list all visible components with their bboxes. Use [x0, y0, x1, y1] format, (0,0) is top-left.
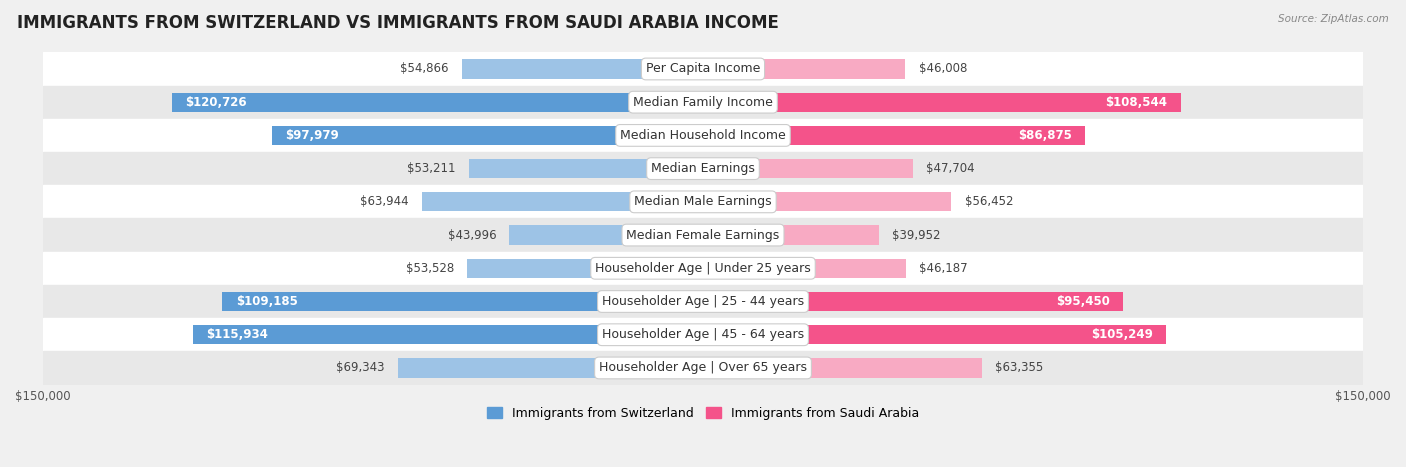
Bar	[468, 159, 703, 178]
Text: $63,355: $63,355	[995, 361, 1043, 375]
Text: $120,726: $120,726	[184, 96, 246, 109]
Bar	[42, 318, 1364, 351]
Bar	[703, 159, 912, 178]
Text: Householder Age | 25 - 44 years: Householder Age | 25 - 44 years	[602, 295, 804, 308]
Text: Per Capita Income: Per Capita Income	[645, 63, 761, 76]
Text: $97,979: $97,979	[285, 129, 339, 142]
Text: Householder Age | Under 25 years: Householder Age | Under 25 years	[595, 262, 811, 275]
Text: $54,866: $54,866	[399, 63, 449, 76]
Bar	[42, 285, 1364, 318]
Bar	[42, 252, 1364, 285]
Bar	[703, 292, 1123, 311]
Bar	[42, 119, 1364, 152]
Bar	[703, 358, 981, 378]
Text: $39,952: $39,952	[891, 228, 941, 241]
Text: $43,996: $43,996	[447, 228, 496, 241]
Bar	[467, 259, 703, 278]
Text: $63,944: $63,944	[360, 195, 408, 208]
Bar	[172, 92, 703, 112]
Bar	[703, 226, 879, 245]
Text: Median Earnings: Median Earnings	[651, 162, 755, 175]
Bar	[703, 259, 907, 278]
Text: $47,704: $47,704	[927, 162, 974, 175]
Bar	[422, 192, 703, 212]
Bar	[42, 152, 1364, 185]
Text: Householder Age | 45 - 64 years: Householder Age | 45 - 64 years	[602, 328, 804, 341]
Text: Median Male Earnings: Median Male Earnings	[634, 195, 772, 208]
Legend: Immigrants from Switzerland, Immigrants from Saudi Arabia: Immigrants from Switzerland, Immigrants …	[482, 402, 924, 425]
Text: Median Female Earnings: Median Female Earnings	[627, 228, 779, 241]
Text: $105,249: $105,249	[1091, 328, 1153, 341]
Text: Median Household Income: Median Household Income	[620, 129, 786, 142]
Bar	[42, 185, 1364, 219]
Bar	[42, 351, 1364, 384]
Bar	[42, 52, 1364, 85]
Bar	[42, 219, 1364, 252]
Bar	[193, 325, 703, 344]
Text: IMMIGRANTS FROM SWITZERLAND VS IMMIGRANTS FROM SAUDI ARABIA INCOME: IMMIGRANTS FROM SWITZERLAND VS IMMIGRANT…	[17, 14, 779, 32]
Text: Source: ZipAtlas.com: Source: ZipAtlas.com	[1278, 14, 1389, 24]
Bar	[42, 85, 1364, 119]
Bar	[703, 59, 905, 78]
Bar	[461, 59, 703, 78]
Text: $108,544: $108,544	[1105, 96, 1167, 109]
Text: $69,343: $69,343	[336, 361, 385, 375]
Text: $53,528: $53,528	[406, 262, 454, 275]
Text: Median Family Income: Median Family Income	[633, 96, 773, 109]
Bar	[703, 192, 952, 212]
Text: $95,450: $95,450	[1056, 295, 1109, 308]
Text: $53,211: $53,211	[408, 162, 456, 175]
Text: Householder Age | Over 65 years: Householder Age | Over 65 years	[599, 361, 807, 375]
Bar	[703, 92, 1181, 112]
Text: $56,452: $56,452	[965, 195, 1014, 208]
Bar	[703, 325, 1166, 344]
Text: $86,875: $86,875	[1018, 129, 1073, 142]
Text: $46,008: $46,008	[918, 63, 967, 76]
Bar	[271, 126, 703, 145]
Text: $109,185: $109,185	[236, 295, 298, 308]
Text: $46,187: $46,187	[920, 262, 969, 275]
Bar	[222, 292, 703, 311]
Text: $115,934: $115,934	[205, 328, 267, 341]
Bar	[509, 226, 703, 245]
Bar	[703, 126, 1085, 145]
Bar	[398, 358, 703, 378]
